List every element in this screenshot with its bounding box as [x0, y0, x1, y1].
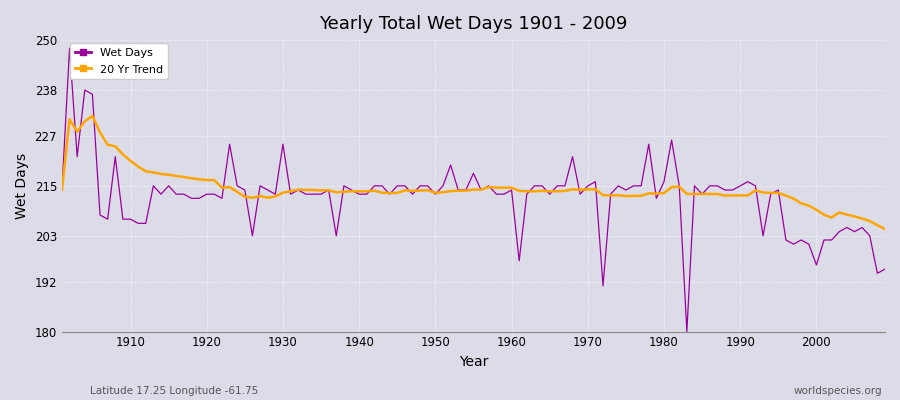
Text: Latitude 17.25 Longitude -61.75: Latitude 17.25 Longitude -61.75: [90, 386, 258, 396]
Y-axis label: Wet Days: Wet Days: [15, 153, 29, 219]
X-axis label: Year: Year: [459, 355, 488, 369]
Title: Yearly Total Wet Days 1901 - 2009: Yearly Total Wet Days 1901 - 2009: [320, 15, 627, 33]
Text: worldspecies.org: worldspecies.org: [794, 386, 882, 396]
Legend: Wet Days, 20 Yr Trend: Wet Days, 20 Yr Trend: [70, 43, 167, 79]
